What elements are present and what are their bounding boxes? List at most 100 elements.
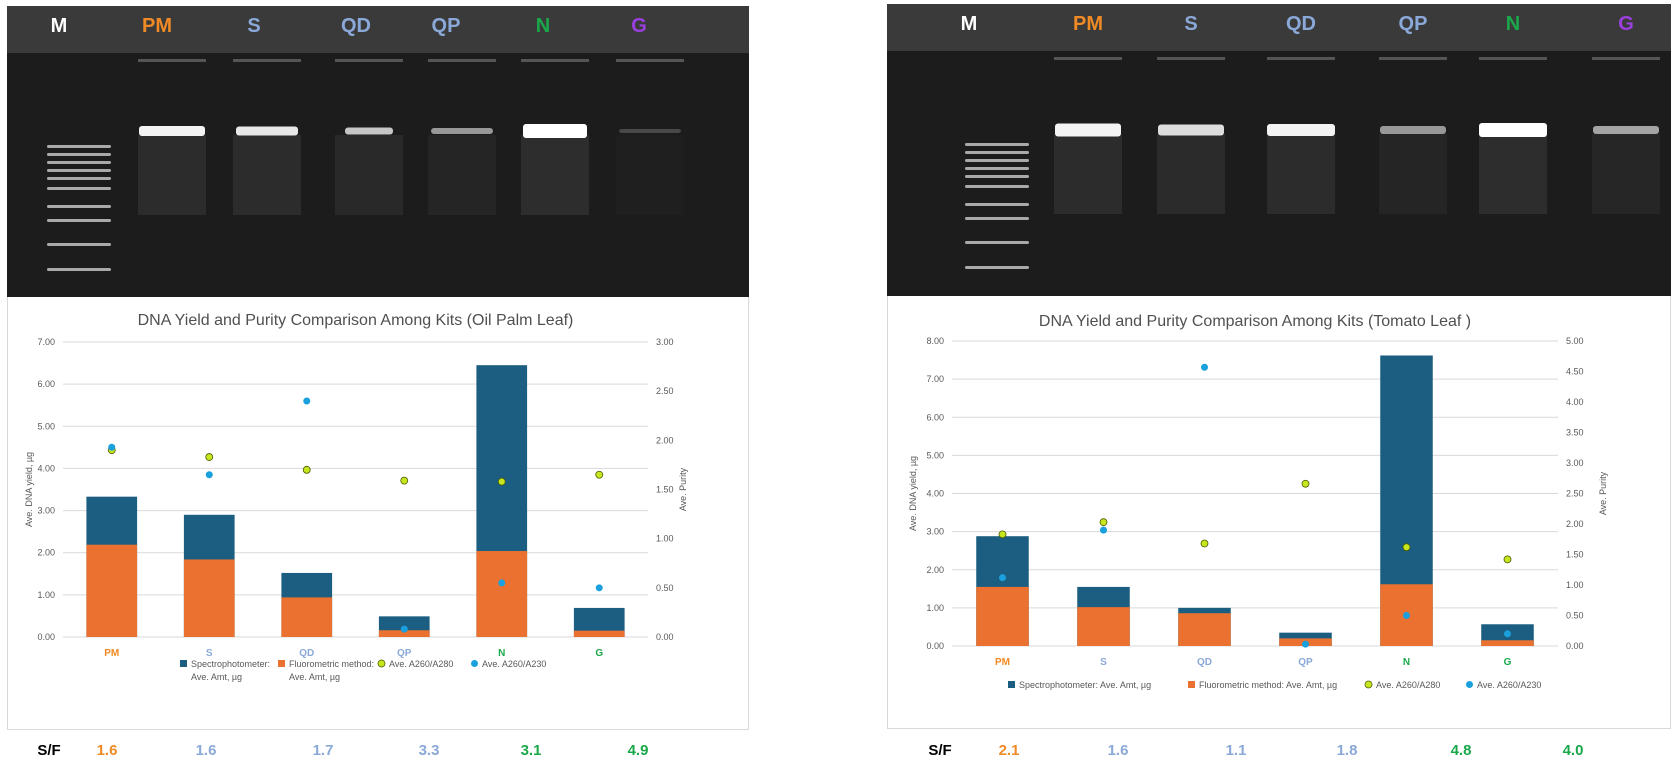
y2-tick-label: 3.00 xyxy=(1566,458,1584,468)
gel-well xyxy=(1157,57,1225,60)
gel-image-oil-palm: M PM S QD QP N G xyxy=(7,6,749,297)
y-tick-label: 2.00 xyxy=(37,548,55,558)
sf-value-pm: 2.1 xyxy=(998,742,1020,759)
y-axis-label: Ave. DNA yield, µg xyxy=(24,452,34,527)
legend-swatch xyxy=(1188,681,1195,688)
y-tick-label: 0.00 xyxy=(37,632,55,642)
point-a260-a230 xyxy=(999,574,1006,582)
gel-well xyxy=(1479,57,1547,60)
x-tick-label: PM xyxy=(995,657,1010,668)
lane-label-m: M xyxy=(50,15,68,37)
y2-tick-label: 2.00 xyxy=(1566,519,1584,529)
dna-band xyxy=(139,126,205,136)
lane-label-g: G xyxy=(1618,13,1634,35)
legend-label: Ave. A260/A280 xyxy=(1376,680,1440,690)
ladder-band xyxy=(47,219,111,222)
ladder-band xyxy=(965,266,1029,269)
point-a260-a280 xyxy=(1099,518,1108,527)
gel-well xyxy=(233,59,301,62)
gel-well xyxy=(521,59,589,62)
point-a260-a280 xyxy=(1402,543,1411,552)
x-tick-label: G xyxy=(595,648,603,659)
sf-value-g: 4.9 xyxy=(627,742,649,759)
lane-label-qp: QP xyxy=(1398,13,1428,35)
gel-smear xyxy=(1479,134,1547,214)
gel-bands xyxy=(887,51,1671,296)
x-tick-label: QD xyxy=(1197,657,1212,668)
gel-smear xyxy=(1054,134,1122,214)
sf-value-qp: 1.8 xyxy=(1336,742,1358,759)
gel-smear xyxy=(233,135,301,215)
y2-tick-label: 1.50 xyxy=(656,485,674,495)
point-a260-a230 xyxy=(1100,526,1107,534)
legend-label: Spectrophotometer: Ave. Amt, µg xyxy=(1019,680,1151,690)
y2-tick-label: 5.00 xyxy=(1566,336,1584,346)
dna-band xyxy=(431,128,493,134)
gel-well xyxy=(616,59,684,62)
sf-value-g: 4.0 xyxy=(1562,742,1584,759)
y-tick-label: 6.00 xyxy=(926,412,944,422)
chart-title: DNA Yield and Purity Comparison Among Ki… xyxy=(138,312,574,329)
lane-label-qd: QD xyxy=(341,15,371,37)
ladder-band xyxy=(965,217,1029,220)
bar-fluorometric xyxy=(378,630,430,637)
lane-label-pm: PM xyxy=(142,15,172,37)
legend-label: Fluorometric method: xyxy=(289,659,374,669)
sf-value-n: 4.8 xyxy=(1450,742,1472,759)
y2-tick-label: 1.00 xyxy=(1566,580,1584,590)
point-a260-a280 xyxy=(1301,479,1310,488)
point-a260-a230 xyxy=(498,579,506,587)
ladder-band xyxy=(965,185,1029,188)
y-tick-label: 1.00 xyxy=(926,603,944,613)
ladder-band xyxy=(47,153,111,156)
y-tick-label: 6.00 xyxy=(37,379,55,389)
gel-smear xyxy=(521,135,589,215)
gel-well xyxy=(428,59,496,62)
dna-band xyxy=(1158,124,1224,136)
x-tick-label: N xyxy=(498,648,505,659)
legend-swatch xyxy=(377,659,386,668)
gel-smear xyxy=(616,135,684,215)
legend-swatch xyxy=(278,660,285,667)
ladder-band xyxy=(965,143,1029,146)
gel-smear xyxy=(335,135,403,215)
y2-axis-label: Ave. Purity xyxy=(678,467,688,511)
y-tick-label: 7.00 xyxy=(926,374,944,384)
bar-fluorometric xyxy=(86,544,138,637)
y2-tick-label: 4.00 xyxy=(1566,397,1584,407)
legend-swatch xyxy=(471,660,478,667)
y2-tick-label: 0.00 xyxy=(1566,641,1584,651)
bar-fluorometric xyxy=(573,630,625,637)
ladder-band xyxy=(965,167,1029,170)
y-tick-label: 8.00 xyxy=(926,336,944,346)
gel-smear xyxy=(1592,134,1660,214)
point-a260-a280 xyxy=(595,470,604,479)
gel-smear xyxy=(1379,134,1447,214)
gel-well xyxy=(1054,57,1122,60)
x-tick-label: QD xyxy=(299,648,314,659)
y-tick-label: 1.00 xyxy=(37,590,55,600)
sf-row-oil-palm: S/F 1.6 1.6 1.7 3.3 3.1 4.9 xyxy=(0,742,760,766)
y-axis-label: Ave. DNA yield, µg xyxy=(908,456,918,531)
panel-oil-palm: M PM S QD QP N G DNA Yield and Purity Co… xyxy=(7,6,749,730)
dna-band xyxy=(523,124,587,138)
legend-label: Fluorometric method: Ave. Amt, µg xyxy=(1199,680,1337,690)
chart-tomato: DNA Yield and Purity Comparison Among Ki… xyxy=(887,296,1671,729)
y-tick-label: 7.00 xyxy=(37,337,55,347)
ladder-band xyxy=(47,268,111,271)
y-tick-label: 4.00 xyxy=(926,489,944,499)
y2-tick-label: 4.50 xyxy=(1566,367,1584,377)
gel-well xyxy=(1267,57,1335,60)
y2-tick-label: 0.50 xyxy=(1566,611,1584,621)
ladder-band xyxy=(965,241,1029,244)
sf-value-qd: 1.7 xyxy=(312,742,334,759)
y2-tick-label: 2.50 xyxy=(656,386,674,396)
chart-svg: DNA Yield and Purity Comparison Among Ki… xyxy=(24,312,688,682)
sf-value-s: 1.6 xyxy=(195,742,217,759)
lane-header: M PM S QD QP N G xyxy=(7,6,749,53)
y2-tick-label: 3.00 xyxy=(656,337,674,347)
legend-label: Ave. Amt, µg xyxy=(289,672,340,682)
point-a260-a230 xyxy=(205,471,213,479)
legend-swatch xyxy=(1364,680,1373,689)
bar-fluorometric xyxy=(976,586,1029,646)
